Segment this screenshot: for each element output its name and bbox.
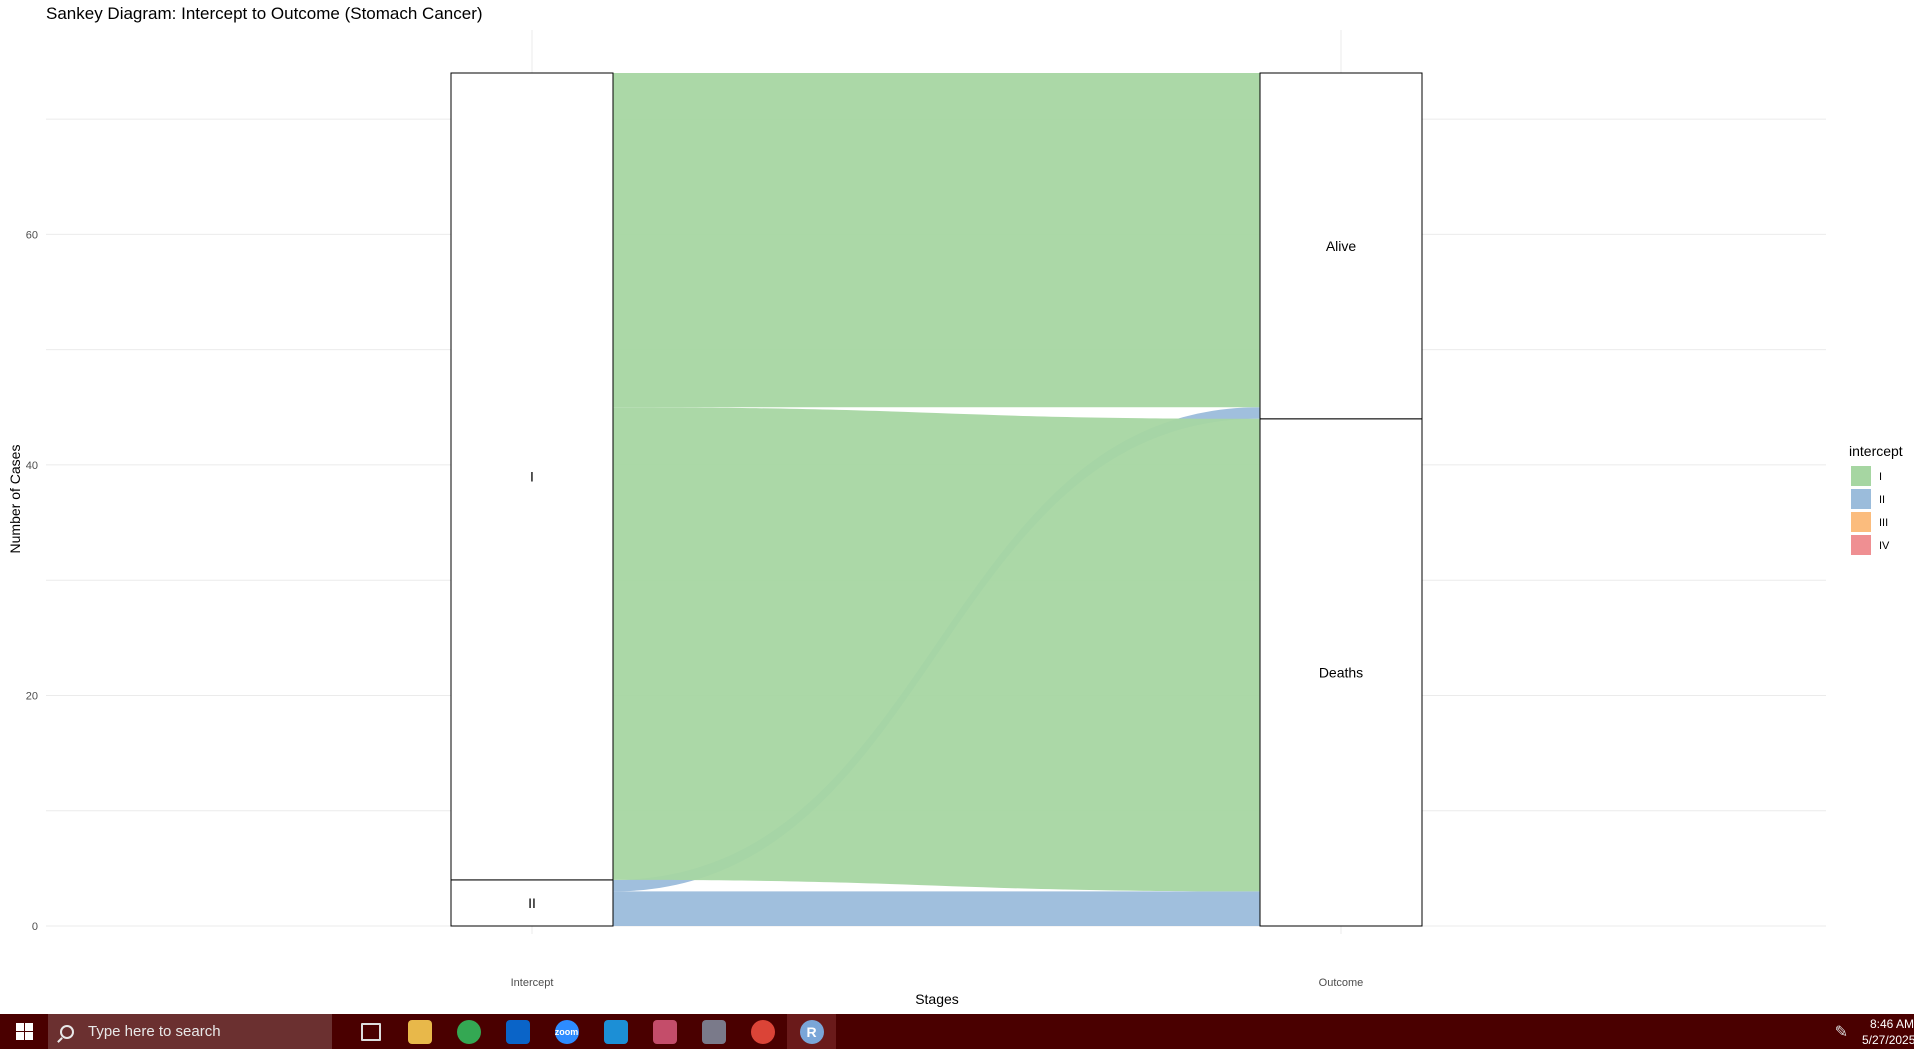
stratum-box (450, 879, 614, 927)
stratum-label: II (528, 895, 536, 911)
x-tick-label: Intercept (511, 977, 554, 989)
axis-layer: 0 20 40 60 Intercept Outcome (26, 229, 1364, 989)
chrome-profile-icon (750, 1019, 775, 1044)
chart-title: Sankey Diagram: Intercept to Outcome (St… (46, 4, 483, 23)
taskbar-app-button[interactable]: zoom (542, 1014, 591, 1049)
stratum-label: I (530, 468, 534, 484)
snipping-tool-icon (652, 1019, 677, 1044)
legend-label: I (1879, 471, 1882, 483)
taskbar-app-list: zoom R (346, 1014, 836, 1049)
stratum-label: Deaths (1319, 664, 1363, 680)
taskbar-app-button[interactable] (738, 1014, 787, 1049)
taskbar-app-button[interactable] (444, 1014, 493, 1049)
legend-swatch (1851, 466, 1871, 486)
legend-swatch (1851, 512, 1871, 532)
taskbar-app-button[interactable] (395, 1014, 444, 1049)
network-app-icon (603, 1019, 628, 1044)
flow-layer (613, 73, 1260, 926)
stratum-label: Alive (1326, 238, 1357, 254)
legend-label: IV (1879, 540, 1890, 552)
system-tray: ✎ 8:46 AM 5/27/2025 (1835, 1014, 1914, 1049)
taskbar: Type here to search zoom R ✎ 8:46 AM 5/27… (0, 1014, 1914, 1049)
chrome-icon (456, 1019, 481, 1044)
taskbar-app-button[interactable]: R (787, 1014, 836, 1049)
taskbar-app-button[interactable] (346, 1014, 395, 1049)
legend-label: II (1879, 494, 1885, 506)
search-placeholder: Type here to search (88, 1023, 221, 1040)
x-tick-label: Outcome (1319, 977, 1364, 989)
search-icon (60, 1024, 74, 1039)
legend-label: III (1879, 517, 1888, 529)
taskbar-app-button[interactable] (591, 1014, 640, 1049)
file-explorer-icon (407, 1019, 432, 1044)
stratum-box (450, 72, 614, 881)
outlook-icon (505, 1019, 530, 1044)
taskbar-app-button[interactable] (493, 1014, 542, 1049)
y-tick-label: 40 (26, 460, 38, 472)
zoom-icon: zoom (554, 1019, 579, 1044)
start-button[interactable] (0, 1014, 48, 1049)
taskbar-search-box[interactable]: Type here to search (48, 1014, 332, 1049)
y-tick-label: 0 (32, 921, 38, 933)
windows-logo-icon (15, 1023, 33, 1040)
clock-time: 8:46 AM (1869, 1016, 1914, 1031)
stratum-box (1259, 72, 1423, 420)
taskbar-app-button[interactable] (689, 1014, 738, 1049)
y-tick-label: 20 (26, 690, 38, 702)
x-axis-title: Stages (915, 991, 959, 1007)
camera-icon (701, 1019, 726, 1044)
y-axis-title: Number of Cases (7, 445, 23, 554)
clock[interactable]: 8:46 AM 5/27/2025 (1862, 1016, 1914, 1048)
stratum-box (1259, 418, 1423, 927)
legend-title: intercept (1849, 443, 1903, 459)
flow-i-to-alive (613, 73, 1260, 408)
taskbar-app-button[interactable] (640, 1014, 689, 1049)
legend-swatch (1851, 535, 1871, 555)
task-view-icon (360, 1022, 381, 1041)
legend-swatch (1851, 489, 1871, 509)
flow-ii-to-deaths (613, 891, 1260, 926)
clock-date: 5/27/2025 (1862, 1032, 1914, 1047)
y-tick-label: 60 (26, 229, 38, 241)
pen-icon[interactable]: ✎ (1834, 1023, 1848, 1041)
r-app-icon: R (799, 1019, 824, 1044)
flow-i-to-deaths (613, 407, 1260, 892)
sankey-chart: II I Deaths Alive 0 20 40 60 Intercept Outcome i… (7, 4, 1903, 1007)
